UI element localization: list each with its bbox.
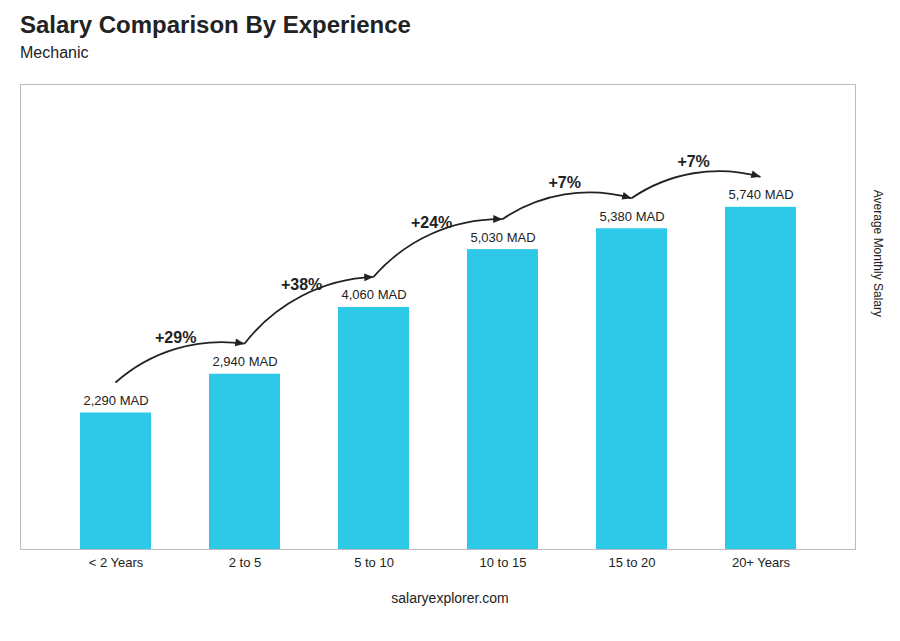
svg-text:2,940 MAD: 2,940 MAD <box>212 354 277 369</box>
svg-text:< 2 Years: < 2 Years <box>89 555 144 570</box>
svg-text:20+ Years: 20+ Years <box>732 555 791 570</box>
svg-text:+7%: +7% <box>677 153 709 170</box>
svg-text:10 to 15: 10 to 15 <box>480 555 527 570</box>
html-text:salaryexplorer.com: salaryexplorer.com <box>391 590 509 606</box>
svg-text:4,060 MAD: 4,060 MAD <box>341 287 406 302</box>
svg-text:5,030 MAD: 5,030 MAD <box>470 230 535 245</box>
svg-text:+24%: +24% <box>411 214 452 231</box>
svg-text:5 to 10: 5 to 10 <box>354 555 394 570</box>
svg-text:15 to 20: 15 to 20 <box>609 555 656 570</box>
html-text:Salary Comparison By Experienc: Salary Comparison By Experience <box>20 11 411 38</box>
svg-text:5,740 MAD: 5,740 MAD <box>728 187 793 202</box>
svg-text:2,290 MAD: 2,290 MAD <box>83 393 148 408</box>
svg-text:Average Monthly Salary: Average Monthly Salary <box>871 190 885 317</box>
svg-text:5,380 MAD: 5,380 MAD <box>599 209 664 224</box>
html-text:Mechanic: Mechanic <box>20 44 89 61</box>
svg-text:+7%: +7% <box>548 174 580 191</box>
svg-text:+29%: +29% <box>155 329 196 346</box>
svg-text:+38%: +38% <box>281 276 322 293</box>
svg-text:2 to 5: 2 to 5 <box>229 555 262 570</box>
